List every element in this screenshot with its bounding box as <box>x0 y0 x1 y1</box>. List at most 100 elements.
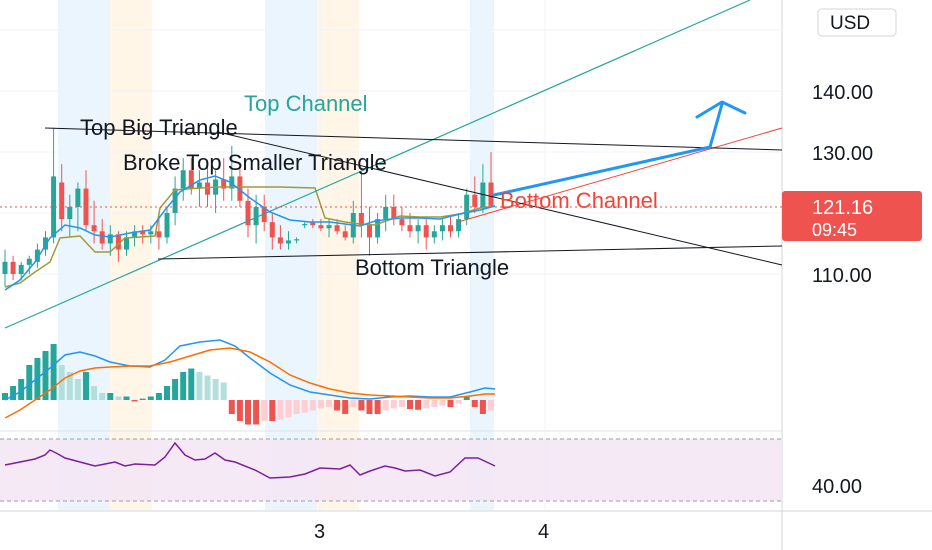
price-tag-value: 121.16 <box>812 197 873 219</box>
macd-bar <box>99 393 106 400</box>
macd-bar <box>58 365 65 400</box>
broke-top-smaller-triangle-label: Broke Top Smaller Triangle <box>123 150 387 175</box>
signal-line <box>4 347 495 419</box>
macd-bar <box>350 400 357 407</box>
candle-body <box>302 223 308 226</box>
candle-body <box>383 206 389 220</box>
candle-body <box>326 225 332 229</box>
macd-bar <box>50 344 57 400</box>
time-tick-3: 3 <box>314 521 325 543</box>
macd-bar <box>390 400 397 409</box>
candle-body <box>205 182 210 195</box>
candle-body <box>99 231 105 244</box>
candle-body <box>148 231 154 235</box>
macd-bar <box>66 372 73 400</box>
macd-bar <box>123 396 130 400</box>
price-tick-130: 130.00 <box>812 143 873 165</box>
macd-bar <box>407 400 413 410</box>
candle-body <box>132 231 138 238</box>
candle-body <box>26 258 32 265</box>
candle-body <box>75 188 81 207</box>
candle-body <box>448 225 453 232</box>
macd-bar <box>471 400 478 407</box>
bottom-triangle-line <box>157 245 783 260</box>
macd-bar <box>334 400 341 411</box>
macd-bar <box>131 400 138 402</box>
candle-body <box>391 206 397 220</box>
macd-bar <box>374 400 381 414</box>
candle-body <box>472 194 478 207</box>
smaller-triangle-line <box>217 131 783 266</box>
candle-body <box>456 219 462 232</box>
macd-bar <box>488 400 494 411</box>
projection-arrowhead <box>695 100 747 119</box>
macd-bar <box>91 386 98 400</box>
candle-body <box>107 234 113 244</box>
candle-body <box>59 182 65 220</box>
candle-body <box>294 239 300 241</box>
candle-body <box>415 225 421 232</box>
macd-bar <box>326 400 332 407</box>
macd-bar <box>83 372 89 400</box>
candle-body <box>91 225 97 232</box>
candle-body <box>342 231 348 238</box>
candle-body <box>140 231 146 235</box>
candle-body <box>34 249 40 262</box>
top-big-triangle-label: Top Big Triangle <box>80 115 238 140</box>
macd-bar <box>455 400 462 404</box>
macd-bar <box>269 400 276 421</box>
candle-body <box>196 182 202 189</box>
bottom-triangle-label: Bottom Triangle <box>355 255 509 280</box>
candle-body <box>245 200 251 226</box>
macd-bar <box>293 400 300 414</box>
macd-bar <box>261 400 268 421</box>
macd-bar <box>42 351 49 400</box>
macd-bar <box>107 393 114 400</box>
macd-bar <box>228 400 235 414</box>
time-tick-4: 4 <box>538 521 549 543</box>
macd-bar <box>10 386 17 400</box>
macd-bar <box>204 375 211 400</box>
candle-body <box>188 170 194 189</box>
bottom-channel-label: Bottom Channel <box>500 188 658 213</box>
macd-histogram <box>2 344 494 425</box>
rsi-band <box>0 439 782 501</box>
candle-body <box>67 206 73 220</box>
macd-bar <box>382 400 389 411</box>
candle-body <box>423 225 429 238</box>
price-axis-background <box>783 0 932 510</box>
macd-bar <box>415 400 422 410</box>
macd-bar <box>74 379 81 400</box>
macd-bar <box>2 393 8 400</box>
projection-arrow <box>492 102 724 197</box>
candle-body <box>318 225 324 229</box>
candle-body <box>172 188 178 213</box>
candle-body <box>164 213 170 238</box>
candle-body <box>156 231 162 238</box>
candle-body <box>375 219 381 238</box>
candle-body <box>180 170 186 189</box>
candle-body <box>10 261 16 274</box>
currency-button[interactable]: USD <box>817 8 897 37</box>
macd-bar <box>398 400 405 407</box>
candle-body <box>2 261 8 274</box>
macd-bar <box>115 396 122 400</box>
price-tag-countdown: 09:45 <box>812 220 857 240</box>
macd-bar <box>253 400 260 425</box>
candle-body <box>334 225 340 232</box>
macd-bar <box>463 396 470 400</box>
candle-body <box>269 222 275 238</box>
macd-bar <box>196 372 203 400</box>
macd-bar <box>439 400 446 406</box>
macd-bar <box>447 400 454 407</box>
macd-bar <box>147 396 154 400</box>
currency-button-label[interactable]: USD <box>830 13 870 34</box>
current-price-tag: 121.16 09:45 <box>782 191 922 241</box>
candle-body <box>124 237 129 250</box>
price-tick-110: 110.00 <box>812 265 872 287</box>
macd-bar <box>236 400 243 421</box>
macd-bar <box>155 393 162 400</box>
top-channel-label: Top Channel <box>244 91 368 116</box>
macd-bar <box>245 400 251 425</box>
